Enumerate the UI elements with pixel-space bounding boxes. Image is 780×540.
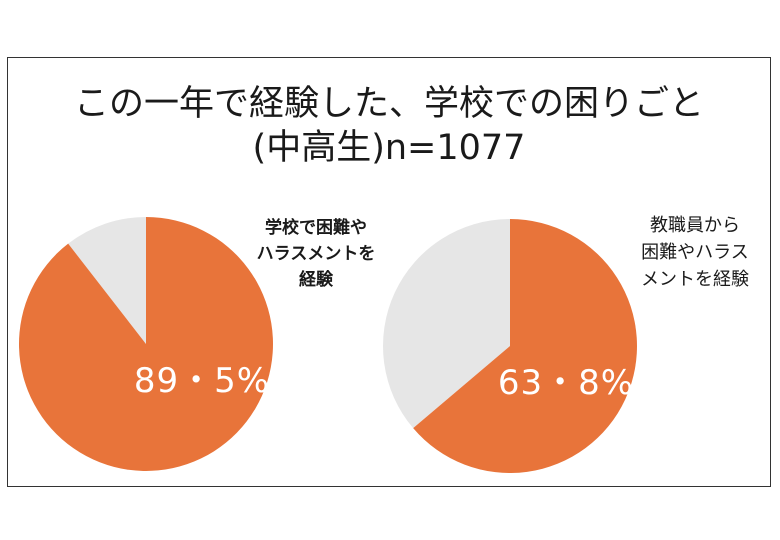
title-line-1: この一年で経験した、学校での困りごと [73, 84, 704, 124]
pie-chart-left: 89・5% [18, 217, 273, 472]
pie-right-main-slice [413, 219, 637, 473]
pie-left-label-line-2: ハラスメントを [256, 244, 376, 264]
pie-right-label-line-1: 教職員から [650, 215, 740, 236]
pie-left-label-line-1: 学校で困難や [265, 218, 367, 238]
pie-chart-right: 63・8% [382, 219, 637, 473]
pie-left-category-label: 学校で困難や ハラスメントを 経験 [236, 215, 396, 293]
pie-right-value-label: 63・8% [498, 363, 634, 403]
pie-left-remainder-slice [68, 217, 146, 344]
pie-left-main-slice [18, 217, 273, 472]
pie-left-value-label: 89・5% [134, 361, 270, 401]
pie-left-label-line-3: 経験 [299, 270, 333, 290]
pie-right-remainder-slice [382, 219, 510, 429]
pie-right-label-line-2: 困難やハラス [641, 242, 749, 263]
chart-title: この一年で経験した、学校での困りごと (中高生)n=1077 [8, 82, 770, 170]
pie-right-category-label: 教職員から 困難やハラス メントを経験 [620, 212, 770, 293]
title-line-2: (中高生)n=1077 [252, 128, 526, 168]
pie-right-label-line-3: メントを経験 [641, 269, 749, 290]
